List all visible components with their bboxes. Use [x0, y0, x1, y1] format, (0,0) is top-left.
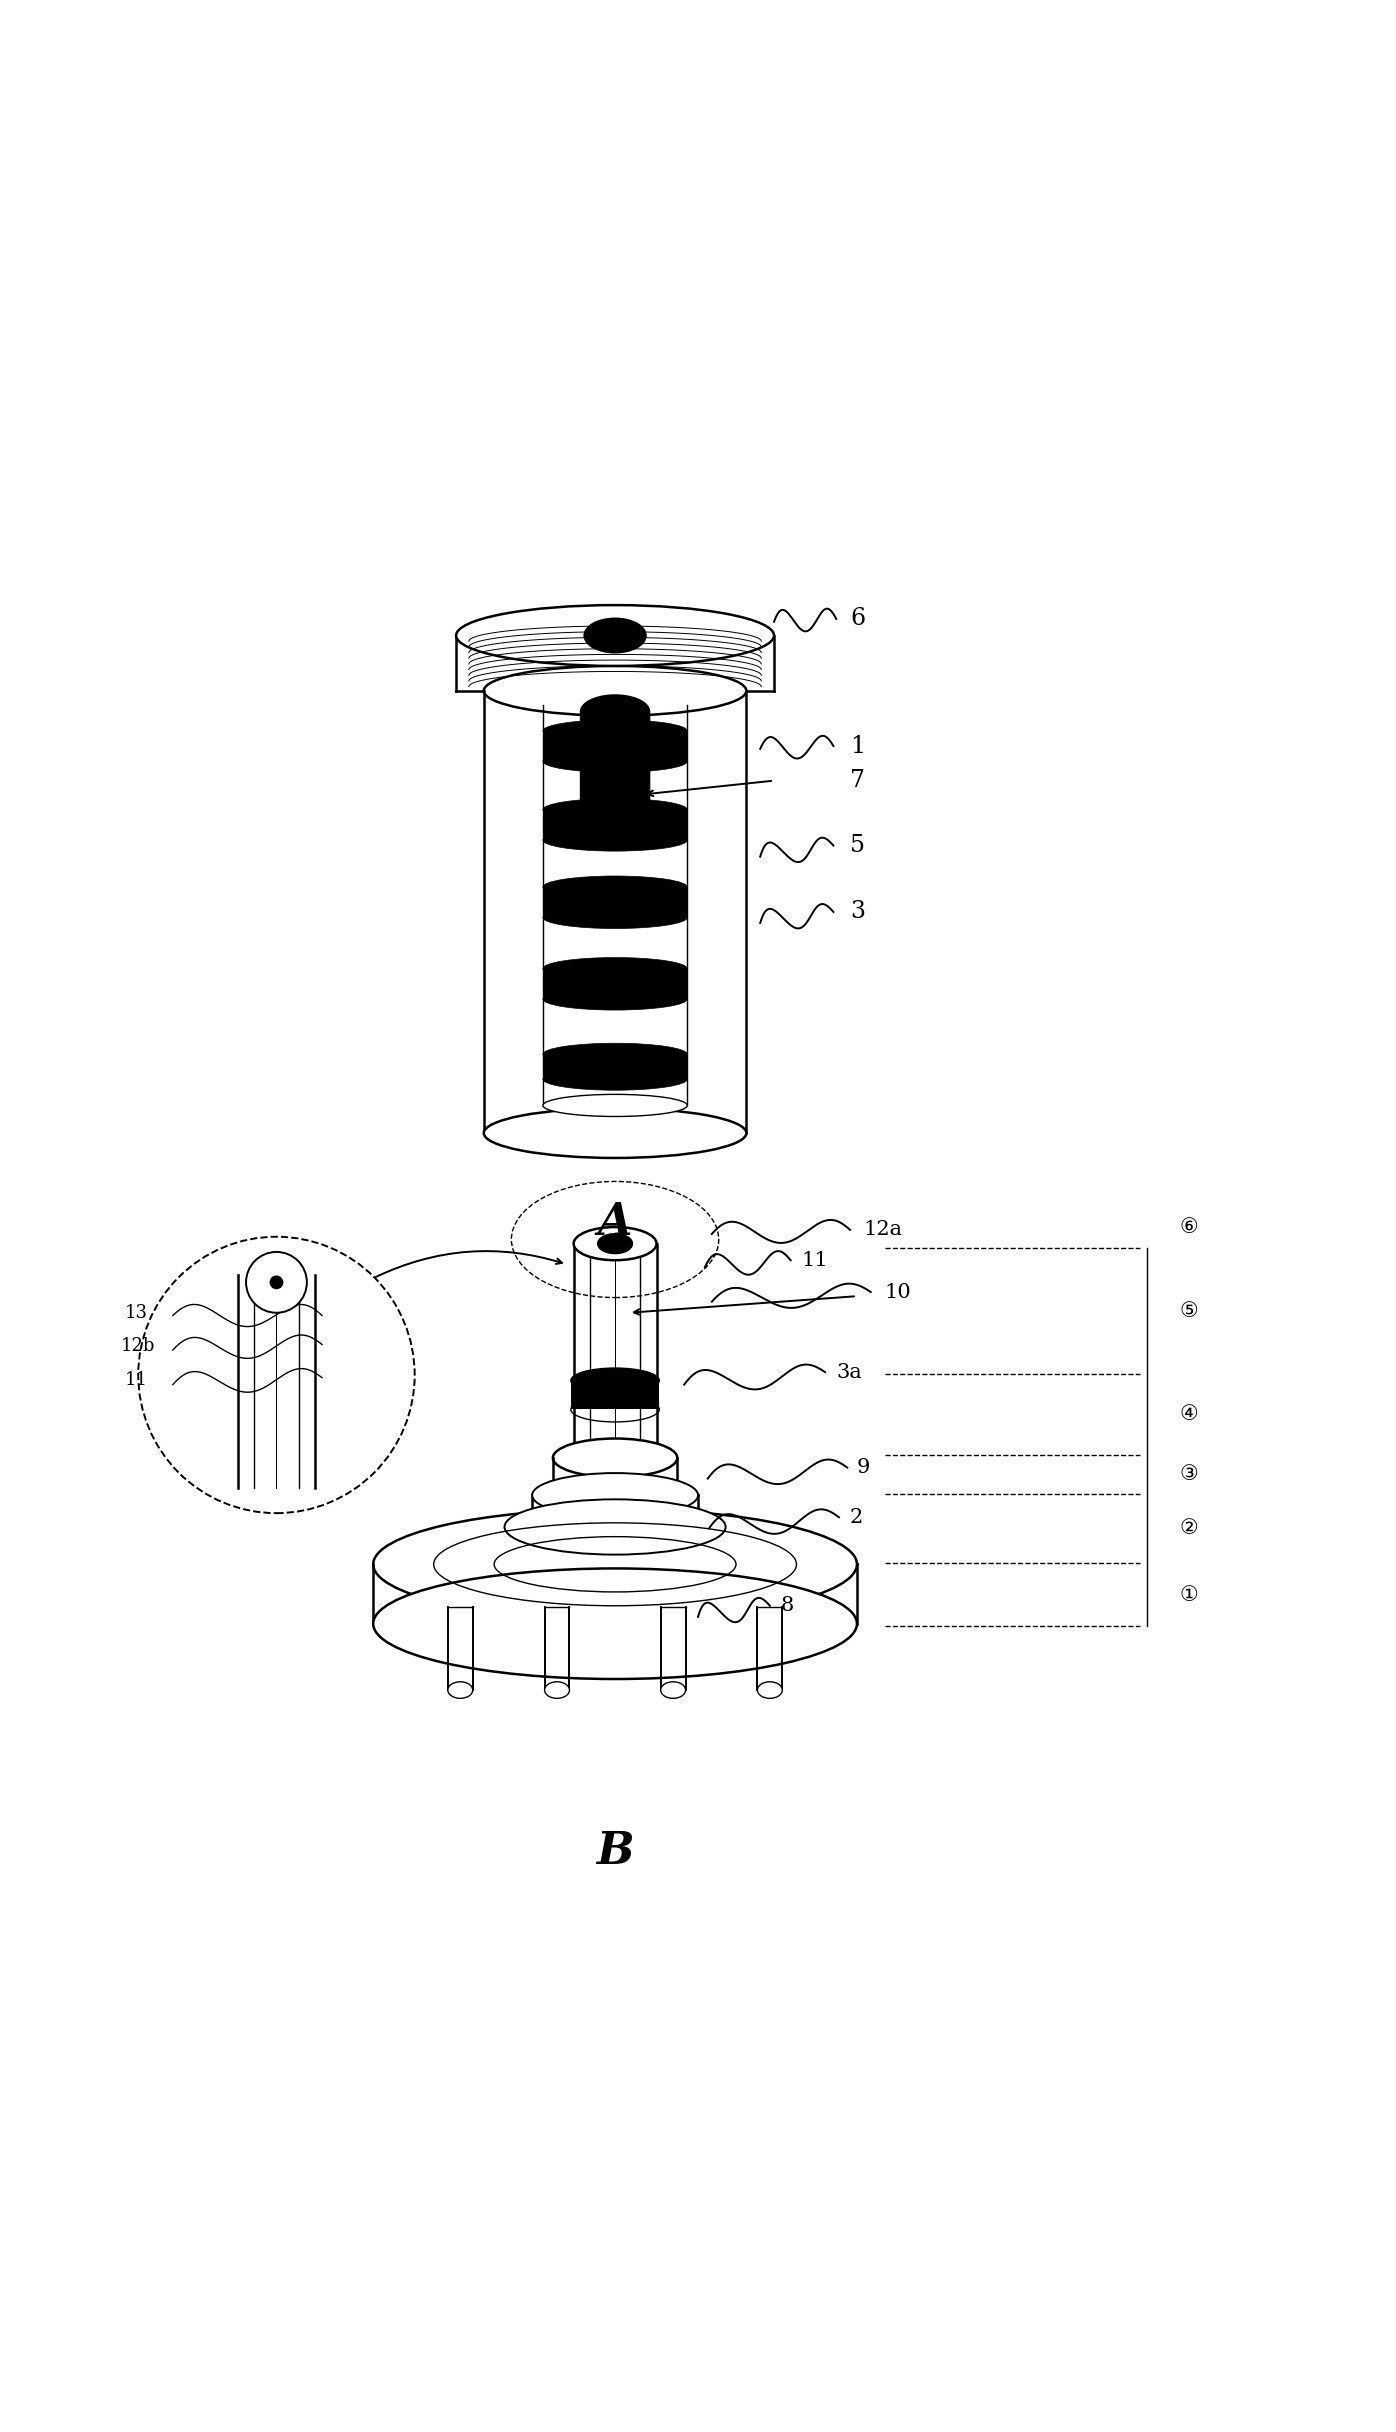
Text: 10: 10 — [885, 1282, 912, 1301]
Ellipse shape — [553, 1476, 677, 1515]
Ellipse shape — [484, 666, 747, 715]
Ellipse shape — [484, 1109, 747, 1158]
Ellipse shape — [543, 720, 687, 742]
Text: 5: 5 — [850, 834, 866, 856]
Text: ①: ① — [1180, 1586, 1198, 1605]
Text: ②: ② — [1180, 1518, 1198, 1539]
Text: A: A — [597, 1201, 632, 1245]
Text: 6: 6 — [850, 608, 866, 630]
Text: ⑥: ⑥ — [1180, 1216, 1198, 1238]
Ellipse shape — [543, 1094, 687, 1116]
Ellipse shape — [543, 987, 687, 1009]
Ellipse shape — [660, 1683, 685, 1698]
Ellipse shape — [543, 749, 687, 773]
Polygon shape — [543, 1055, 687, 1080]
Ellipse shape — [571, 1369, 659, 1394]
Text: ④: ④ — [1180, 1403, 1198, 1425]
Text: 2: 2 — [850, 1508, 863, 1527]
Text: ⑤: ⑤ — [1180, 1301, 1198, 1321]
Text: 9: 9 — [857, 1459, 870, 1476]
Ellipse shape — [373, 1508, 857, 1620]
Ellipse shape — [448, 1683, 473, 1698]
Ellipse shape — [532, 1505, 698, 1549]
Ellipse shape — [543, 907, 687, 929]
Polygon shape — [581, 696, 649, 817]
Ellipse shape — [543, 798, 687, 820]
Ellipse shape — [504, 1501, 726, 1554]
Text: 12b: 12b — [120, 1338, 155, 1355]
Ellipse shape — [543, 876, 687, 897]
Ellipse shape — [543, 1043, 687, 1065]
Text: ③: ③ — [1180, 1464, 1198, 1484]
Ellipse shape — [543, 958, 687, 980]
Ellipse shape — [456, 606, 773, 666]
Polygon shape — [543, 888, 687, 917]
Ellipse shape — [504, 1537, 726, 1593]
Ellipse shape — [597, 1233, 632, 1252]
Ellipse shape — [373, 1569, 857, 1678]
Ellipse shape — [543, 1068, 687, 1090]
Text: 13: 13 — [124, 1304, 148, 1321]
Polygon shape — [543, 968, 687, 1000]
Text: 3: 3 — [850, 900, 866, 924]
Ellipse shape — [543, 829, 687, 851]
Text: 12a: 12a — [864, 1221, 903, 1240]
Text: B: B — [596, 1831, 634, 1873]
Text: 11: 11 — [124, 1372, 148, 1389]
Polygon shape — [543, 810, 687, 839]
Text: 8: 8 — [780, 1595, 794, 1615]
Polygon shape — [543, 732, 687, 761]
Ellipse shape — [758, 1683, 782, 1698]
Ellipse shape — [544, 1683, 570, 1698]
Ellipse shape — [585, 618, 645, 652]
Text: 11: 11 — [801, 1250, 828, 1270]
Circle shape — [246, 1252, 307, 1313]
Text: 1: 1 — [850, 734, 866, 759]
Ellipse shape — [532, 1474, 698, 1518]
Text: 3a: 3a — [836, 1362, 861, 1381]
Ellipse shape — [553, 1437, 677, 1476]
Circle shape — [269, 1274, 283, 1289]
Ellipse shape — [574, 1228, 656, 1260]
Text: 7: 7 — [850, 769, 866, 793]
Polygon shape — [571, 1381, 659, 1411]
